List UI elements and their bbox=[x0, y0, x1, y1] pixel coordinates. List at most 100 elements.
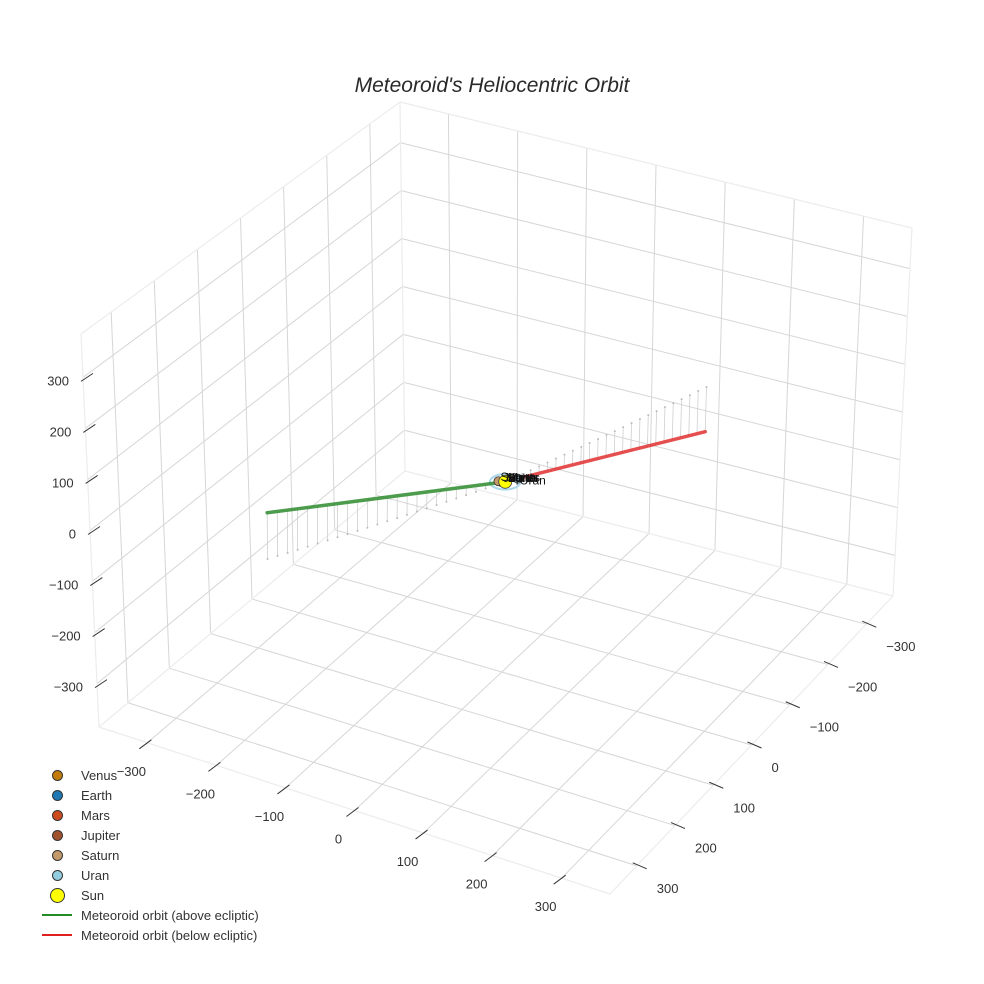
gridline bbox=[153, 280, 170, 669]
x-tick-label: −200 bbox=[186, 786, 215, 801]
uran-marker[interactable] bbox=[512, 473, 523, 484]
drop-stem bbox=[647, 415, 649, 448]
legend-item-venus[interactable]: Venus bbox=[40, 765, 259, 785]
gridline bbox=[846, 216, 865, 585]
z-tick-label: 300 bbox=[47, 373, 69, 388]
stem-point bbox=[688, 394, 691, 397]
gridline bbox=[780, 199, 795, 568]
sun-marker-icon bbox=[40, 885, 72, 905]
z-tick-label: −100 bbox=[49, 578, 78, 593]
saturn-label: Saturn bbox=[500, 470, 535, 484]
drop-stem bbox=[613, 431, 616, 456]
jupiter-marker-icon bbox=[40, 825, 72, 845]
stem-point bbox=[465, 494, 468, 497]
gridline bbox=[82, 142, 401, 378]
y-tick bbox=[862, 620, 877, 628]
y-tick bbox=[632, 862, 647, 870]
legend-label: Meteoroid orbit (above ecliptic) bbox=[81, 907, 259, 923]
drop-stem bbox=[622, 427, 624, 454]
x-tick bbox=[415, 829, 428, 840]
legend-item-jupiter[interactable]: Jupiter bbox=[40, 825, 259, 845]
drop-stem bbox=[597, 438, 599, 460]
stem-point bbox=[638, 418, 641, 421]
y-tick bbox=[747, 741, 762, 749]
stem-point bbox=[405, 513, 408, 516]
y-tick bbox=[670, 822, 686, 830]
legend-item-orbit-above[interactable]: Meteoroid orbit (above ecliptic) bbox=[40, 905, 259, 925]
stem-point bbox=[630, 422, 633, 425]
gridline bbox=[169, 667, 676, 827]
y-tick bbox=[709, 781, 724, 789]
stem-point bbox=[613, 430, 616, 433]
x-tick-label: 100 bbox=[397, 854, 419, 869]
box-edge bbox=[80, 333, 100, 728]
gridline bbox=[127, 702, 637, 867]
stem-point bbox=[647, 414, 650, 417]
earth-marker-icon bbox=[40, 785, 72, 805]
drop-stem bbox=[688, 395, 691, 437]
orbit-above-ecliptic-line[interactable] bbox=[265, 480, 507, 515]
z-tick bbox=[80, 372, 94, 382]
stem-point bbox=[356, 529, 359, 532]
stem-point bbox=[672, 402, 675, 405]
stem-point bbox=[276, 554, 279, 557]
red-line-icon bbox=[40, 925, 72, 945]
legend-label: Uran bbox=[81, 867, 110, 883]
sun-label: Sun bbox=[507, 471, 528, 485]
legend-item-uran[interactable]: Uran bbox=[40, 865, 259, 885]
y-tick-label: 0 bbox=[772, 760, 779, 775]
mars-label: Mars bbox=[508, 470, 535, 484]
gridline bbox=[402, 286, 903, 413]
z-tick-label: −300 bbox=[54, 680, 83, 695]
legend-item-earth[interactable]: Earth bbox=[40, 785, 259, 805]
x-tick-label: 300 bbox=[535, 899, 557, 914]
stem-point bbox=[396, 517, 399, 520]
z-tick-label: 200 bbox=[50, 424, 72, 439]
stem-point bbox=[435, 504, 438, 507]
legend-label: Mars bbox=[81, 807, 110, 823]
gridline bbox=[423, 550, 716, 834]
stem-point bbox=[376, 523, 379, 526]
orbit-below-ecliptic-line[interactable] bbox=[503, 429, 707, 484]
y-tick-label: 100 bbox=[733, 800, 755, 815]
gridline bbox=[196, 249, 212, 634]
sun-marker[interactable] bbox=[498, 474, 513, 489]
jupiter-label: Jupiter bbox=[503, 471, 539, 485]
gridline bbox=[492, 566, 782, 856]
stem-point bbox=[366, 526, 369, 529]
x-tick bbox=[139, 739, 152, 750]
drop-stem bbox=[663, 407, 666, 443]
box-edge bbox=[404, 470, 894, 597]
legend-item-mars[interactable]: Mars bbox=[40, 805, 259, 825]
y-tick bbox=[785, 701, 800, 709]
legend-label: Jupiter bbox=[81, 827, 121, 843]
x-tick-label: −100 bbox=[255, 809, 284, 824]
chart-title: Meteoroid's Heliocentric Orbit bbox=[354, 74, 630, 97]
drop-stem bbox=[605, 435, 607, 458]
z-tick-label: −200 bbox=[51, 629, 80, 644]
saturn-marker-icon bbox=[40, 845, 72, 865]
stem-point bbox=[445, 500, 448, 503]
z-tick-label: 100 bbox=[52, 475, 74, 490]
gridline bbox=[210, 633, 714, 786]
drop-stem bbox=[696, 391, 699, 434]
drop-stem bbox=[655, 411, 658, 445]
stem-point bbox=[571, 449, 574, 452]
gridline bbox=[251, 598, 752, 746]
stem-point bbox=[529, 469, 532, 472]
legend-item-orbit-below[interactable]: Meteoroid orbit (below ecliptic) bbox=[40, 925, 259, 945]
stem-point bbox=[697, 390, 700, 393]
y-tick-label: −300 bbox=[886, 639, 915, 654]
drop-stem bbox=[704, 386, 707, 432]
stem-point bbox=[326, 539, 329, 542]
mars-marker-icon bbox=[40, 805, 72, 825]
y-tick-label: −200 bbox=[848, 679, 877, 694]
legend-item-saturn[interactable]: Saturn bbox=[40, 845, 259, 865]
legend-item-sun[interactable]: Sun bbox=[40, 885, 259, 905]
legend-label: Meteoroid orbit (below ecliptic) bbox=[81, 927, 258, 943]
y-tick-label: −100 bbox=[810, 720, 839, 735]
stem-point bbox=[266, 557, 269, 560]
z-tick bbox=[92, 628, 105, 637]
legend-label: Saturn bbox=[81, 847, 120, 863]
